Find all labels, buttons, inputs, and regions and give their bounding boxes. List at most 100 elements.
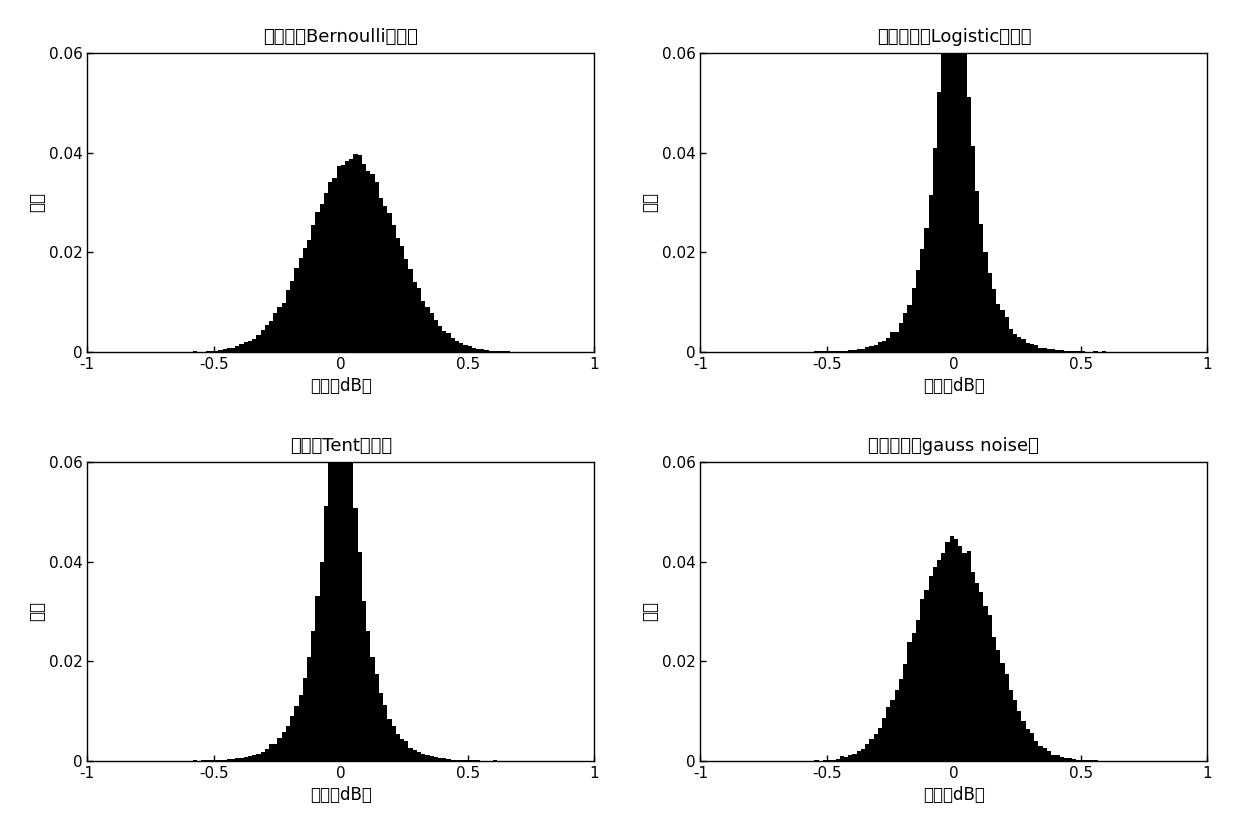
Bar	[362, 601, 366, 760]
Bar	[937, 92, 941, 352]
Bar	[916, 620, 920, 760]
Bar	[1038, 348, 1043, 352]
Bar	[374, 675, 379, 760]
Bar	[324, 193, 329, 352]
Bar	[341, 166, 345, 352]
Bar	[413, 282, 417, 352]
Bar	[294, 269, 299, 352]
Bar	[866, 348, 869, 352]
Bar	[1068, 758, 1073, 760]
Bar	[857, 750, 861, 760]
Bar	[959, 546, 962, 760]
Bar	[392, 225, 396, 352]
Bar	[878, 342, 882, 352]
Bar	[345, 161, 350, 352]
Bar	[227, 349, 231, 352]
Bar	[992, 290, 996, 352]
Bar	[471, 349, 476, 352]
Bar	[315, 596, 320, 760]
Bar	[480, 349, 485, 352]
Bar	[489, 350, 494, 352]
Bar	[308, 657, 311, 760]
Bar	[379, 693, 383, 760]
Bar	[1013, 700, 1017, 760]
Bar	[324, 506, 329, 760]
Bar	[357, 552, 362, 760]
Bar	[404, 259, 408, 352]
Bar	[899, 323, 903, 352]
Bar	[1030, 733, 1034, 760]
Bar	[281, 732, 286, 760]
Y-axis label: 概率: 概率	[641, 192, 658, 212]
Bar	[243, 757, 248, 760]
Bar	[1052, 755, 1055, 760]
Bar	[941, 30, 945, 352]
Bar	[988, 273, 992, 352]
Bar	[911, 633, 916, 760]
Bar	[446, 759, 450, 760]
Y-axis label: 概率: 概率	[27, 602, 46, 622]
Bar	[286, 726, 290, 760]
Bar	[866, 744, 869, 760]
Bar	[966, 97, 971, 352]
Title: 伯努利（Bernoulli）映射: 伯努利（Bernoulli）映射	[263, 27, 418, 46]
Bar	[311, 631, 315, 760]
Bar	[1034, 740, 1038, 760]
Bar	[929, 196, 932, 352]
Bar	[485, 350, 489, 352]
Bar	[996, 305, 1001, 352]
Bar	[1022, 339, 1025, 352]
Bar	[887, 338, 890, 352]
Bar	[320, 562, 324, 760]
Bar	[345, 362, 350, 760]
Bar	[315, 211, 320, 352]
Bar	[1009, 690, 1013, 760]
Bar	[408, 269, 413, 352]
Bar	[396, 734, 401, 760]
Bar	[336, 268, 341, 760]
Bar	[231, 759, 236, 760]
Bar	[908, 305, 911, 352]
Bar	[248, 341, 252, 352]
Bar	[341, 265, 345, 760]
Bar	[408, 748, 413, 760]
Bar	[362, 164, 366, 352]
Bar	[413, 750, 417, 760]
Bar	[1073, 351, 1076, 352]
Bar	[329, 442, 332, 760]
Bar	[962, 553, 966, 760]
Bar	[446, 333, 450, 352]
Bar	[438, 325, 443, 352]
Bar	[1025, 343, 1030, 352]
Bar	[371, 174, 374, 352]
Bar	[383, 206, 387, 352]
Bar	[273, 313, 278, 352]
Bar	[273, 744, 278, 760]
Bar	[874, 345, 878, 352]
Bar	[252, 755, 257, 760]
Bar	[450, 339, 455, 352]
Bar	[379, 198, 383, 352]
Bar	[417, 752, 422, 760]
Bar	[353, 154, 357, 352]
Bar	[1017, 337, 1022, 352]
Bar	[836, 759, 839, 760]
Bar	[236, 346, 239, 352]
Bar	[371, 657, 374, 760]
Bar	[924, 590, 929, 760]
Y-axis label: 概率: 概率	[27, 192, 46, 212]
Bar	[916, 270, 920, 352]
Bar	[954, 0, 959, 352]
Bar	[303, 677, 308, 760]
Bar	[839, 351, 844, 352]
Bar	[903, 665, 908, 760]
Bar	[404, 741, 408, 760]
X-axis label: 振幅（dB）: 振幅（dB）	[310, 377, 372, 395]
Bar	[996, 650, 1001, 760]
Bar	[920, 599, 924, 760]
Bar	[222, 349, 227, 352]
X-axis label: 振幅（dB）: 振幅（dB）	[310, 786, 372, 805]
Bar	[459, 343, 464, 352]
Bar	[959, 0, 962, 352]
Bar	[476, 349, 480, 352]
